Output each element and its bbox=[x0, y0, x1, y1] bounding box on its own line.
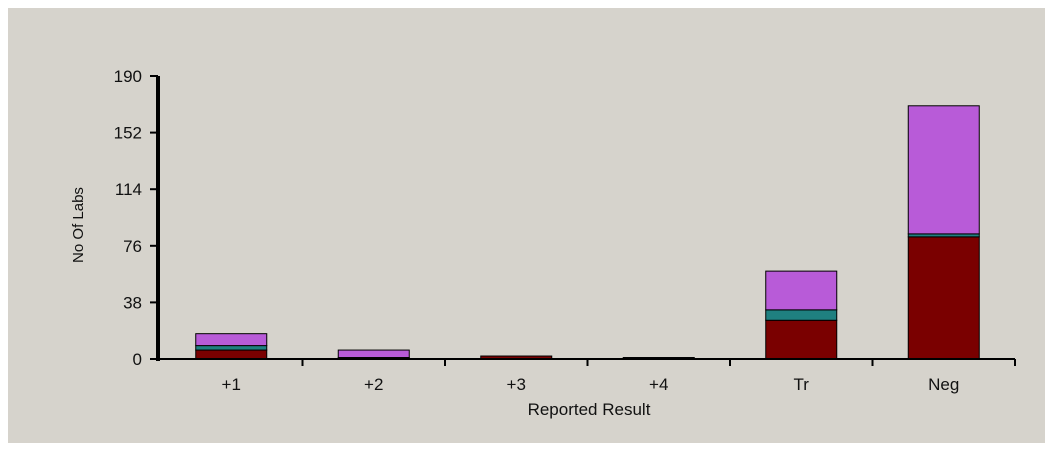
y-tick-label: 76 bbox=[123, 237, 142, 256]
bar-segment bbox=[907, 105, 980, 235]
y-tick-label: 152 bbox=[114, 124, 142, 143]
bar-segment bbox=[195, 333, 268, 347]
x-tick-label: +2 bbox=[364, 375, 383, 394]
x-tick-label: +1 bbox=[222, 375, 241, 394]
bar-segment bbox=[195, 349, 268, 360]
y-tick-label: 0 bbox=[133, 350, 142, 369]
x-tick-label: +4 bbox=[649, 375, 668, 394]
y-tick-label: 114 bbox=[115, 180, 142, 199]
bar-segment bbox=[337, 349, 410, 359]
bar-segment bbox=[765, 309, 838, 321]
y-tick-label: 190 bbox=[114, 67, 142, 86]
x-axis-title: Reported Result bbox=[528, 400, 651, 419]
bar-segment bbox=[765, 319, 838, 360]
y-axis-ticks: 0 38 76 114 152 190 bbox=[114, 67, 158, 369]
bar-segment bbox=[765, 270, 838, 311]
x-tick-label: Tr bbox=[794, 375, 810, 394]
bars-layer bbox=[195, 105, 980, 360]
y-axis-title: No Of Labs bbox=[70, 187, 87, 263]
chart-background bbox=[8, 8, 1045, 443]
x-tick-label: Neg bbox=[928, 375, 959, 394]
x-tick-label: +3 bbox=[507, 375, 526, 394]
bar-segment bbox=[195, 345, 268, 351]
bar-segment bbox=[907, 236, 980, 360]
y-tick-label: 38 bbox=[123, 293, 142, 312]
x-axis-ticks: +1 +2 +3 +4 Tr Neg bbox=[222, 359, 1016, 394]
